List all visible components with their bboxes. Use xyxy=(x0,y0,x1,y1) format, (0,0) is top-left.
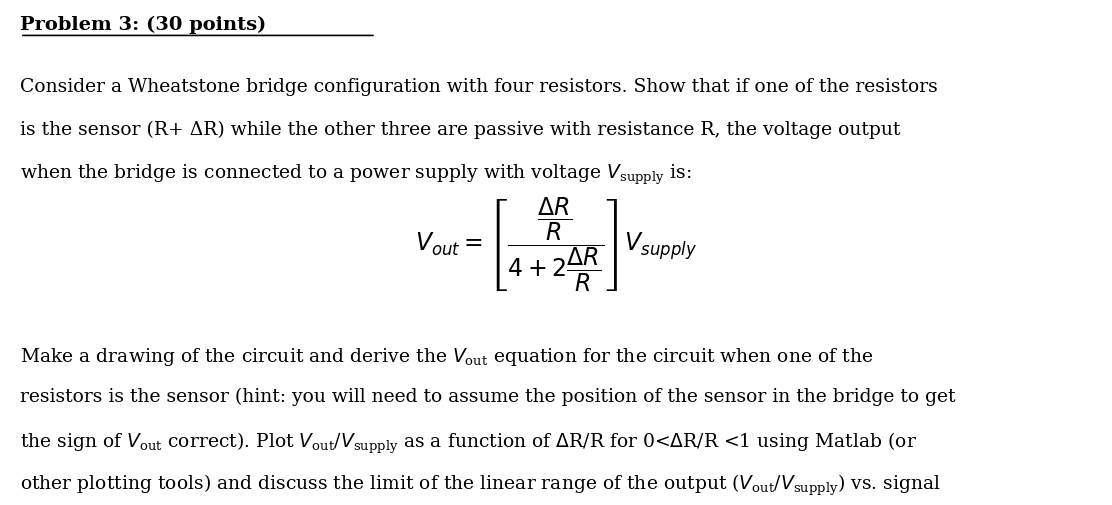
Text: resistors is the sensor (hint: you will need to assume the position of the senso: resistors is the sensor (hint: you will … xyxy=(20,387,955,406)
Text: $V_{out} = \left[\dfrac{\dfrac{\Delta R}{R}}{4 + 2\dfrac{\Delta R}{R}}\right] V_: $V_{out} = \left[\dfrac{\dfrac{\Delta R}… xyxy=(415,196,697,294)
Text: is the sensor (R+ ΔR) while the other three are passive with resistance R, the v: is the sensor (R+ ΔR) while the other th… xyxy=(20,120,901,138)
Text: Problem 3: (30 points): Problem 3: (30 points) xyxy=(20,16,266,34)
Text: Make a drawing of the circuit and derive the $V_{\mathregular{out}}$ equation fo: Make a drawing of the circuit and derive… xyxy=(20,345,873,367)
Text: other plotting tools) and discuss the limit of the linear range of the output ($: other plotting tools) and discuss the li… xyxy=(20,471,941,496)
Text: Consider a Wheatstone bridge configuration with four resistors. Show that if one: Consider a Wheatstone bridge configurati… xyxy=(20,78,937,96)
Text: when the bridge is connected to a power supply with voltage $V_{\mathregular{sup: when the bridge is connected to a power … xyxy=(20,162,692,186)
Text: the sign of $V_{\mathregular{out}}$ correct). Plot $V_{\mathregular{out}}$/$V_{\: the sign of $V_{\mathregular{out}}$ corr… xyxy=(20,429,917,454)
